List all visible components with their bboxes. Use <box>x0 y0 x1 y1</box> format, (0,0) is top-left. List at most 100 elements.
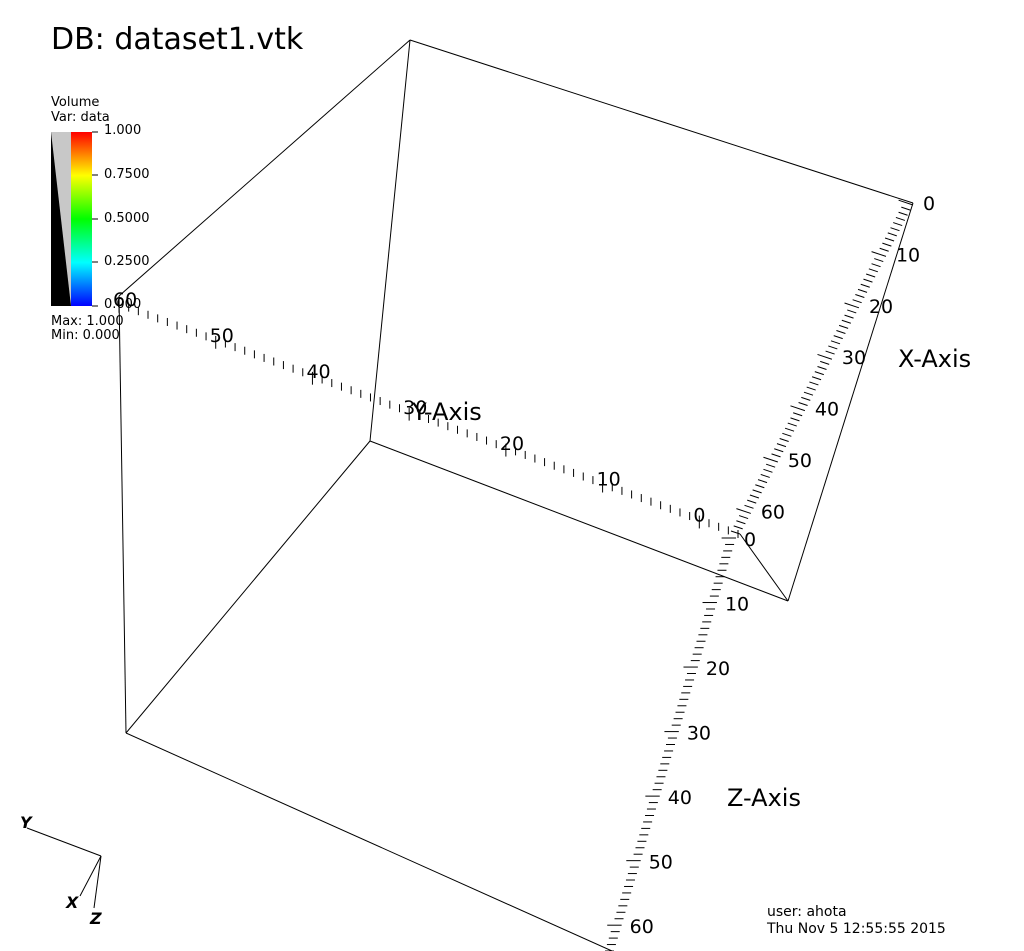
y-axis-tick-label: 50 <box>210 325 234 347</box>
y-axis-tick-label: 60 <box>113 289 137 311</box>
legend-max: Max: 1.000 <box>51 314 124 329</box>
x-axis-tick <box>811 376 822 381</box>
legend-tick: 0.5000 <box>104 211 150 226</box>
x-axis-tick <box>901 206 911 211</box>
opacity-ramp <box>51 132 71 306</box>
y-axis-tick-label: 20 <box>500 433 524 455</box>
x-axis-tick <box>893 222 903 227</box>
x-axis-tick <box>782 432 792 437</box>
x-axis-tick-label: 60 <box>761 501 785 523</box>
x-axis-tick-label: 0 <box>923 193 935 215</box>
x-axis-tick <box>747 499 757 504</box>
x-axis-tick <box>838 324 849 329</box>
x-axis-tick <box>801 396 811 401</box>
bounding-box <box>118 39 914 951</box>
z-axis-tick-label: 0 <box>744 529 756 551</box>
x-axis-tick <box>809 381 819 386</box>
z-axis-tick-label: 60 <box>630 916 654 938</box>
box-edge <box>118 295 127 734</box>
x-axis-tick <box>757 479 768 484</box>
x-axis-tick <box>733 525 743 530</box>
triad-y-line <box>26 827 102 857</box>
x-axis-tick <box>779 437 789 442</box>
legend-tick: 0.000 <box>104 297 142 312</box>
legend-variable: Var: data <box>51 110 110 125</box>
x-axis-tick-label: 40 <box>815 399 839 421</box>
y-axis-tick-label: 40 <box>306 361 330 383</box>
x-axis-tick <box>852 299 862 304</box>
x-axis-tick <box>752 489 762 494</box>
database-title: DB: dataset1.vtk <box>51 22 304 57</box>
box-edge <box>125 732 613 951</box>
x-axis-tick <box>749 494 760 499</box>
x-axis-tick <box>820 360 830 365</box>
x-axis-tick <box>798 402 808 406</box>
box-edge <box>409 39 914 204</box>
box-edge <box>369 39 411 442</box>
x-axis-tick <box>841 319 851 324</box>
x-axis-tick-label: 10 <box>896 244 920 266</box>
x-axis-tick <box>806 386 816 391</box>
x-axis-tick <box>760 473 770 478</box>
x-axis-tick <box>776 443 787 448</box>
legend-tick-marks <box>92 131 98 307</box>
x-axis-title: X-Axis <box>898 345 971 373</box>
x-axis-tick <box>736 520 746 525</box>
orientation-triad <box>26 827 102 909</box>
legend-title: Volume <box>51 95 100 110</box>
x-axis-tick <box>763 468 773 473</box>
x-axis-tick <box>857 288 868 293</box>
legend-tick: 0.2500 <box>104 254 150 269</box>
x-axis-tick <box>763 456 779 463</box>
x-axis-tick <box>890 227 900 232</box>
triad-z-line <box>93 855 102 909</box>
x-axis-tick <box>874 258 884 263</box>
x-axis-tick <box>817 366 827 370</box>
x-axis-tick <box>898 199 914 206</box>
z-axis-tick-label: 50 <box>649 852 673 874</box>
z-axis-title: Z-Axis <box>727 784 801 812</box>
y-axis-tick-label: 10 <box>597 469 621 491</box>
x-axis-tick <box>803 391 814 396</box>
box-edge <box>125 440 371 734</box>
color-ramp <box>71 132 92 306</box>
x-axis-tick <box>844 302 860 309</box>
x-axis-tick <box>836 330 846 334</box>
box-edge <box>118 39 411 297</box>
legend-tick: 1.000 <box>104 123 142 138</box>
x-axis-tick <box>771 453 781 458</box>
x-axis-tick <box>855 294 865 299</box>
y-axis-tick-label: 0 <box>693 505 705 527</box>
x-axis-tick <box>898 211 908 216</box>
x-axis-tick <box>730 530 741 535</box>
x-axis-tick <box>784 427 795 432</box>
x-axis-tick <box>787 422 797 427</box>
x-axis-tick <box>830 340 841 345</box>
box-edge <box>787 202 914 602</box>
x-axis-tick <box>833 335 843 340</box>
z-axis-tick-label: 30 <box>687 723 711 745</box>
x-axis-tick <box>865 273 876 278</box>
x-axis-tick <box>879 247 889 252</box>
x-axis-tick <box>884 237 895 242</box>
x-axis-tick-label: 30 <box>842 347 866 369</box>
legend-min: Min: 0.000 <box>51 328 120 343</box>
y-axis-tick-label: 30 <box>403 397 427 419</box>
x-axis-tick <box>828 345 838 350</box>
triad-z-label: Z <box>89 909 102 928</box>
timestamp: Thu Nov 5 12:55:55 2015 <box>767 921 946 937</box>
x-axis-tick <box>765 463 776 468</box>
z-axis-tick-label: 10 <box>725 594 749 616</box>
x-axis-tick <box>825 350 835 355</box>
x-axis-tick <box>793 412 803 417</box>
x-axis-tick <box>790 417 800 422</box>
x-axis-tick <box>774 448 784 453</box>
x-axis-tick <box>790 405 806 412</box>
axis-tick-labels: 0 10 20 30 40 50 60 60 50 40 30 20 10 0 0 10 20 30 40 50 60 <box>113 193 935 938</box>
x-axis-tick <box>882 242 892 247</box>
x-axis-tick <box>871 263 881 268</box>
box-edge <box>739 533 789 602</box>
x-axis-tick <box>868 268 879 273</box>
triad-x-label: X <box>65 893 79 912</box>
